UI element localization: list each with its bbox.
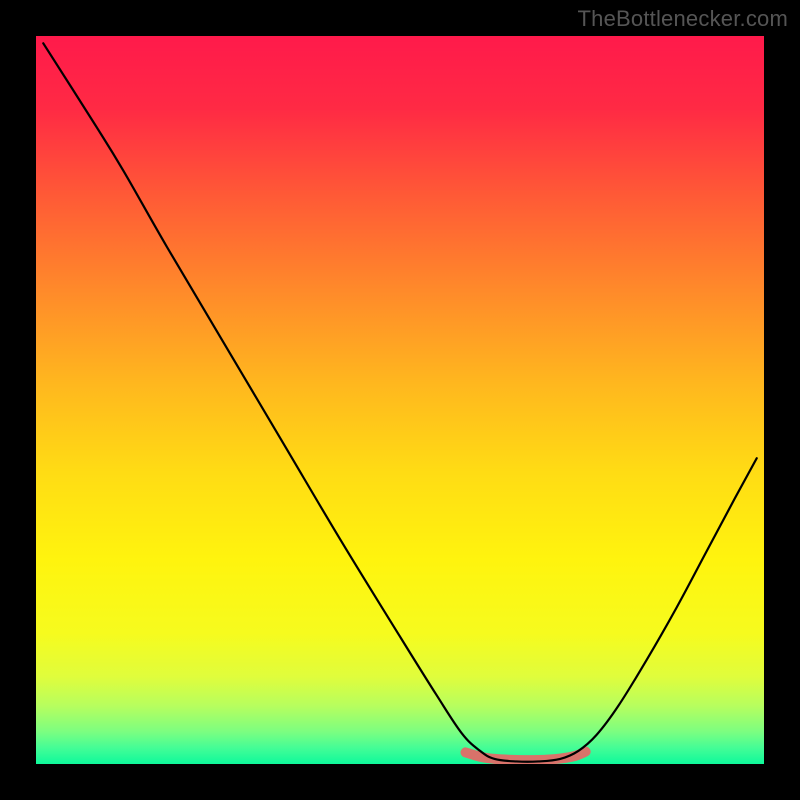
bottleneck-chart [0,0,800,800]
gradient-background [36,36,764,764]
chart-frame: TheBottlenecker.com [0,0,800,800]
watermark-text: TheBottlenecker.com [578,6,788,32]
